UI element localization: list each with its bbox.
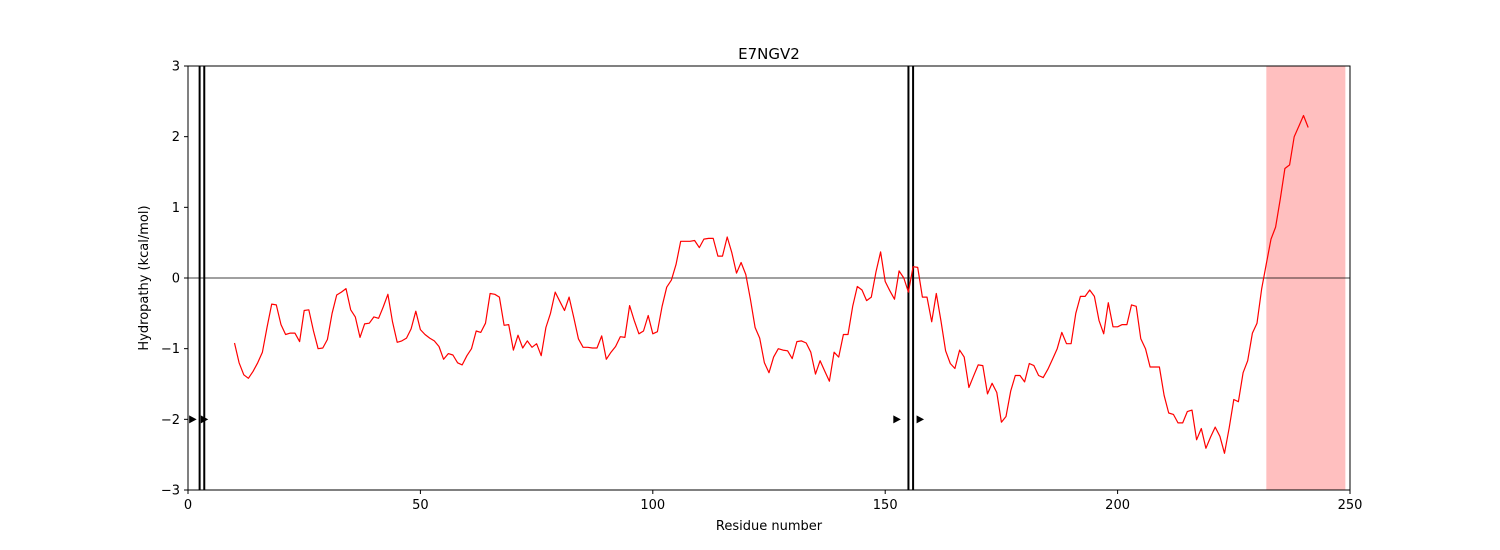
y-tick-label: −2: [161, 413, 180, 428]
y-axis-label: Hydropathy (kcal/mol): [137, 205, 152, 350]
x-tick-label: 250: [1338, 498, 1363, 513]
arrow-marker: [200, 415, 209, 424]
arrow-marker: [916, 415, 925, 424]
arrow-marker: [189, 415, 197, 424]
hydropathy-series-line: [233, 114, 1309, 454]
plot-area: 0 50 100 150 200 250 −3 −2 −1 0 1 2 3: [161, 60, 1363, 514]
y-tick-label: −1: [161, 342, 180, 357]
x-tick-label: 200: [1105, 498, 1130, 513]
x-tick-label: 150: [873, 498, 898, 513]
y-tick-label: 1: [172, 201, 180, 216]
y-tick-label: 3: [172, 60, 180, 75]
x-tick-label: 0: [184, 498, 192, 513]
x-tick-label: 50: [412, 498, 429, 513]
chart-title: E7NGV2: [738, 45, 800, 63]
y-tick-label: 0: [172, 272, 180, 287]
x-axis-label: Residue number: [716, 519, 823, 534]
arrow-marker: [893, 415, 901, 424]
y-tick-label: 2: [172, 130, 180, 145]
y-tick-label: −3: [161, 484, 180, 499]
x-tick-label: 100: [640, 498, 665, 513]
